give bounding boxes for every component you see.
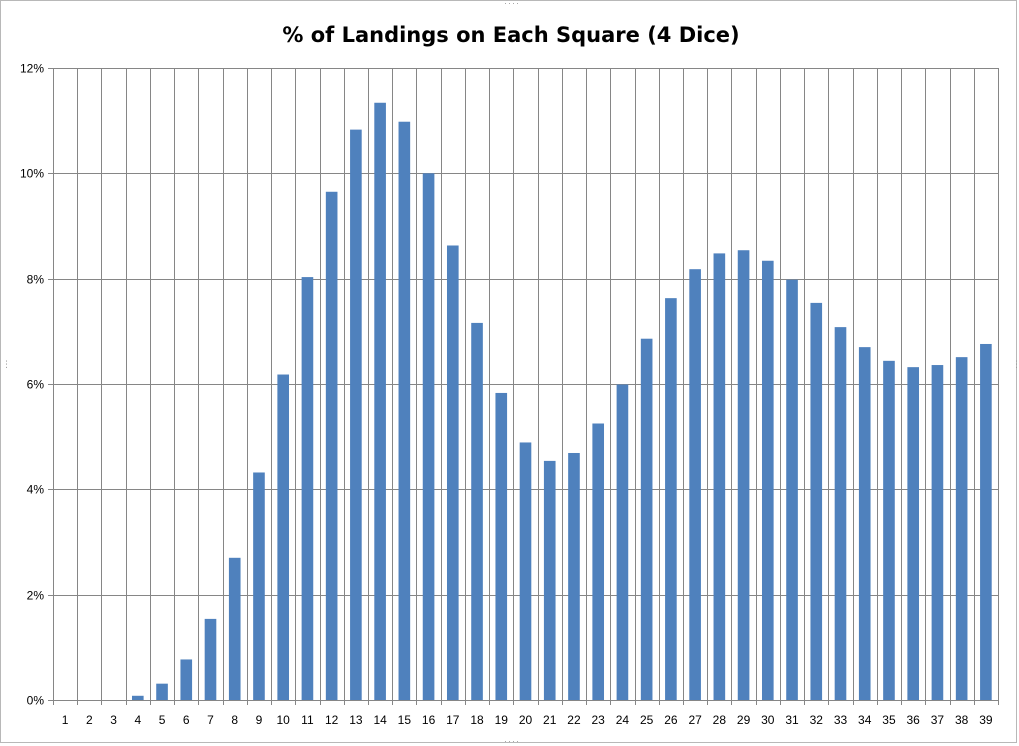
bar bbox=[471, 322, 483, 700]
y-tick-label: 2% bbox=[27, 589, 45, 603]
x-tick-label: 13 bbox=[349, 713, 363, 727]
resize-handle-bottom[interactable]: ···· bbox=[504, 736, 520, 746]
y-tick-label: 0% bbox=[27, 694, 45, 708]
x-tick-label: 16 bbox=[422, 713, 436, 727]
x-tick-label: 7 bbox=[207, 713, 214, 727]
bar bbox=[350, 129, 362, 700]
x-axis-tick-labels: 1 2 3 4 5 6 7 8 9 10 11 12 13 14 15 16 17 18 19 20 21 22 23 24 2… bbox=[62, 713, 993, 727]
x-tick-label: 37 bbox=[931, 713, 945, 727]
bar bbox=[253, 472, 265, 700]
bar bbox=[495, 392, 508, 700]
bar bbox=[834, 327, 847, 700]
bar bbox=[980, 343, 992, 700]
bar bbox=[737, 250, 750, 701]
bar bbox=[713, 253, 726, 700]
bar bbox=[519, 442, 532, 700]
x-tick-label: 33 bbox=[834, 713, 848, 727]
x-tick-label: 32 bbox=[810, 713, 824, 727]
x-tick-label: 23 bbox=[592, 713, 606, 727]
y-tick-label: 6% bbox=[27, 378, 45, 392]
axes bbox=[48, 68, 999, 705]
x-tick-label: 1 bbox=[62, 713, 69, 727]
x-tick-label: 39 bbox=[979, 713, 993, 727]
bar bbox=[955, 357, 968, 700]
x-tick-label: 6 bbox=[183, 713, 190, 727]
bar bbox=[131, 695, 144, 700]
x-tick-label: 25 bbox=[640, 713, 654, 727]
bar bbox=[616, 384, 629, 700]
x-tick-label: 15 bbox=[398, 713, 412, 727]
bar bbox=[446, 245, 459, 701]
x-tick-label: 31 bbox=[785, 713, 799, 727]
bar bbox=[180, 659, 193, 700]
x-tick-label: 4 bbox=[134, 713, 141, 727]
bar bbox=[422, 173, 435, 700]
x-tick-label: 21 bbox=[543, 713, 557, 727]
bar bbox=[931, 365, 944, 700]
bar bbox=[858, 347, 871, 700]
x-tick-label: 38 bbox=[955, 713, 969, 727]
bar bbox=[374, 102, 386, 700]
x-tick-label: 8 bbox=[231, 713, 238, 727]
bar bbox=[786, 279, 798, 700]
x-tick-label: 34 bbox=[858, 713, 872, 727]
bar bbox=[592, 423, 605, 700]
x-tick-label: 22 bbox=[567, 713, 581, 727]
resize-handle-top[interactable]: ···· bbox=[504, 0, 520, 8]
bar bbox=[810, 302, 823, 700]
bar bbox=[325, 191, 338, 700]
x-tick-label: 27 bbox=[688, 713, 702, 727]
x-tick-label: 11 bbox=[301, 713, 314, 727]
y-tick-label: 12% bbox=[20, 62, 44, 76]
bar-series bbox=[131, 102, 992, 701]
bar bbox=[228, 557, 241, 700]
x-tick-label: 30 bbox=[761, 713, 775, 727]
y-tick-label: 8% bbox=[27, 273, 45, 287]
bar bbox=[665, 298, 677, 700]
bar bbox=[543, 460, 556, 700]
x-tick-label: 10 bbox=[277, 713, 291, 727]
x-tick-label: 26 bbox=[664, 713, 678, 727]
chart-title: % of Landings on Each Square (4 Dice) bbox=[282, 23, 739, 47]
y-axis-tick-labels: 0% 2% 4% 6% 8% 10% 12% bbox=[20, 62, 44, 708]
x-tick-label: 14 bbox=[373, 713, 387, 727]
y-tick-label: 10% bbox=[20, 167, 44, 181]
x-tick-label: 12 bbox=[325, 713, 339, 727]
x-tick-label: 28 bbox=[713, 713, 727, 727]
bar bbox=[156, 683, 168, 700]
x-tick-label: 3 bbox=[110, 713, 117, 727]
x-tick-label: 29 bbox=[737, 713, 751, 727]
bar bbox=[761, 260, 774, 700]
x-tick-label: 36 bbox=[907, 713, 921, 727]
bar bbox=[883, 360, 895, 700]
x-tick-label: 35 bbox=[882, 713, 896, 727]
x-tick-label: 20 bbox=[519, 713, 533, 727]
bar bbox=[277, 374, 290, 700]
bar bbox=[204, 618, 217, 700]
bar bbox=[398, 121, 411, 701]
y-tick-label: 4% bbox=[27, 483, 45, 497]
x-tick-label: 5 bbox=[159, 713, 166, 727]
bar bbox=[907, 367, 920, 700]
bar bbox=[689, 269, 701, 700]
bar bbox=[301, 277, 314, 700]
x-tick-label: 24 bbox=[616, 713, 630, 727]
x-tick-label: 18 bbox=[470, 713, 484, 727]
x-tick-label: 2 bbox=[86, 713, 93, 727]
x-tick-label: 19 bbox=[495, 713, 509, 727]
x-tick-label: 9 bbox=[256, 713, 263, 727]
bar bbox=[568, 452, 580, 700]
x-tick-label: 17 bbox=[446, 713, 460, 727]
bar bbox=[640, 338, 653, 700]
